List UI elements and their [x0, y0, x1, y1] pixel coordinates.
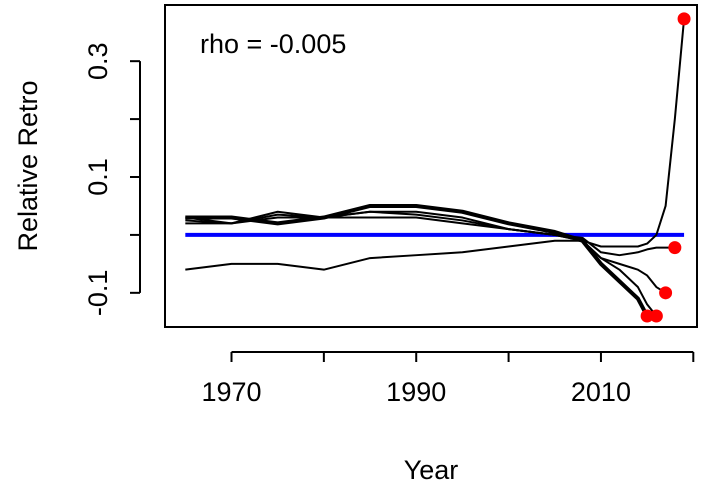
x-tick-label: 1970 [201, 377, 261, 407]
y-tick-label: -0.1 [83, 270, 113, 317]
end-marker [668, 241, 682, 255]
series-line [185, 210, 658, 317]
series-line [185, 239, 667, 294]
x-axis-label: Year [404, 455, 459, 485]
y-axis-label: Relative Retro [13, 80, 43, 251]
series-line [185, 203, 649, 317]
x-tick-label: 1990 [386, 377, 446, 407]
end-marker [659, 286, 673, 300]
plot-frame [164, 4, 698, 328]
end-marker [640, 309, 654, 323]
y-tick-label: 0.3 [83, 42, 113, 80]
annotation: rho = -0.005 [200, 29, 346, 59]
end-marker [677, 12, 691, 26]
x-tick-label: 2010 [571, 377, 631, 407]
end-marker [649, 309, 663, 323]
y-tick-label: 0.1 [83, 158, 113, 196]
